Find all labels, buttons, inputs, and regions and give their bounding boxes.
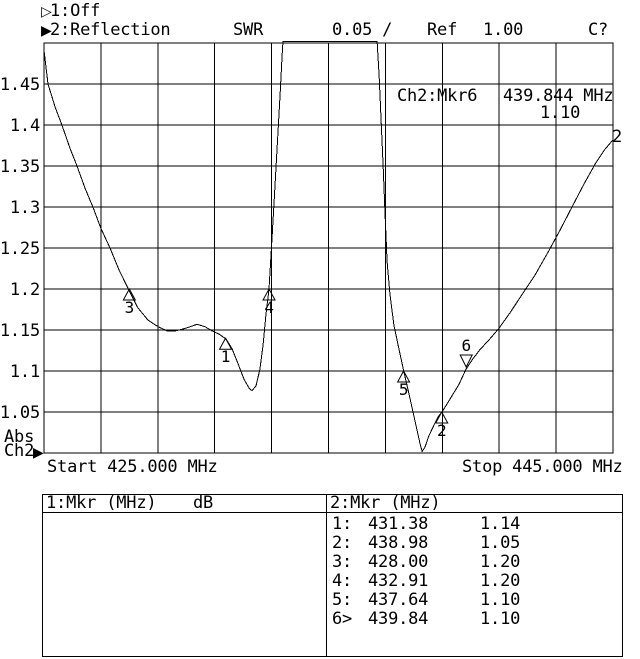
marker-row-number: 3: [332, 552, 353, 572]
marker-row-number: 2: [332, 533, 353, 553]
trace1-state-triangle-icon: ▷ [41, 4, 52, 20]
marker-row-number: 4: [332, 571, 353, 591]
marker-6-triangle-icon [459, 354, 474, 369]
marker-5-number: 5 [399, 380, 408, 399]
trace1-label: 1:Off [50, 1, 101, 21]
marker-row-frequency: 439.84 [368, 609, 429, 629]
y-axis-label: 1.1 [10, 362, 40, 382]
marker-row-frequency: 432.91 [368, 571, 429, 591]
marker-4-triangle-icon [262, 287, 276, 301]
marker-row-value: 1.10 [480, 590, 521, 610]
abs-mode-label: Abs [4, 427, 35, 447]
marker-table-ch1-unit: dB [193, 493, 214, 513]
y-axis-label: 1.2 [10, 280, 40, 300]
marker-row-frequency: 431.38 [368, 514, 429, 534]
marker-table-header-rule [43, 512, 622, 513]
active-marker-readout-freq: 439.844 MHz [503, 86, 614, 106]
marker-row-number: 1: [332, 514, 353, 534]
channel-label: Ch2 [4, 441, 35, 461]
start-frequency-label: Start 425.000 MHz [47, 457, 218, 477]
y-axis-label: 1.4 [10, 116, 40, 136]
marker-row-value: 1.10 [480, 609, 521, 629]
marker-5-triangle-icon [396, 369, 411, 383]
active-marker-readout-value: 1.10 [540, 103, 581, 123]
marker-row-number: 6> [332, 609, 353, 629]
marker-table [42, 494, 623, 657]
reference-position-triangle-icon: ▶ [33, 445, 44, 461]
marker-3-triangle-icon [122, 287, 137, 301]
marker-row-frequency: 438.98 [368, 533, 429, 553]
trace2-state-triangle-icon: ▶ [41, 23, 52, 39]
marker-table-ch1-header: 1:Mkr (MHz) [46, 493, 157, 513]
marker-row-frequency: 437.64 [368, 590, 429, 610]
marker-2-triangle-icon [434, 410, 449, 424]
marker-6-number: 6 [461, 336, 470, 355]
marker-row-value: 1.20 [480, 552, 521, 572]
marker-row-number: 5: [332, 590, 353, 610]
marker-1-number: 1 [221, 347, 230, 366]
trace-curve-number-label: 2 [612, 127, 623, 147]
format-label: SWR [233, 20, 264, 40]
scale-per-div-value: 0.05 / [332, 20, 393, 40]
y-axis-label: 1.15 [0, 321, 40, 341]
marker-row-value: 1.05 [480, 533, 521, 553]
y-axis-label: 1.45 [0, 75, 40, 95]
marker-3-number: 3 [125, 298, 134, 317]
y-axis-label: 1.3 [10, 198, 40, 218]
marker-4-number: 4 [264, 298, 273, 317]
y-axis-label: 1.05 [0, 403, 40, 423]
marker-table-divider [326, 495, 327, 656]
cal-status: C? [588, 20, 609, 40]
y-axis-label: 1.35 [0, 157, 40, 177]
marker-table-ch2-header: 2:Mkr (MHz) [330, 493, 441, 513]
ref-value: 1.00 [483, 20, 524, 40]
trace2-label: 2:Reflection [50, 20, 171, 40]
swr-trace [43, 40, 614, 453]
marker-1-triangle-icon [218, 337, 233, 350]
marker-2-number: 2 [437, 421, 446, 440]
marker-row-value: 1.14 [480, 514, 521, 534]
ref-label: Ref [427, 20, 458, 40]
y-axis-label: 1.25 [0, 239, 40, 259]
marker-row-value: 1.20 [480, 571, 521, 591]
stop-frequency-label: Stop 445.000 MHz [462, 457, 623, 477]
active-marker-readout-title: Ch2:Mkr6 [397, 86, 478, 106]
marker-row-frequency: 428.00 [368, 552, 429, 572]
